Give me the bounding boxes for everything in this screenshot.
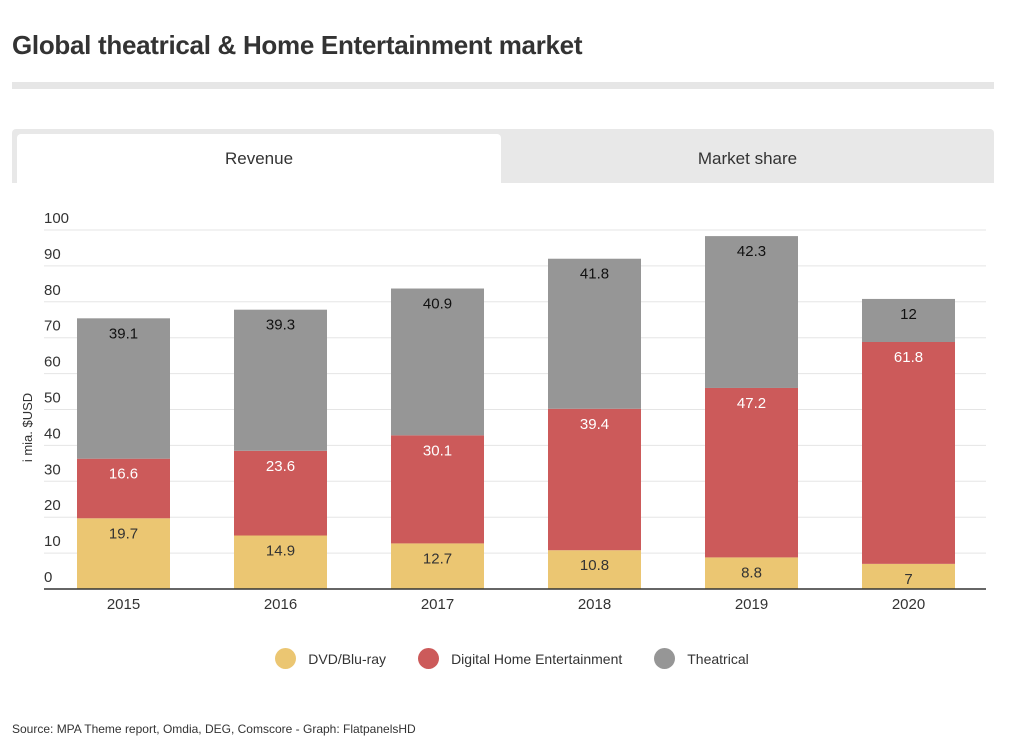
- y-tick-label: 20: [44, 497, 61, 514]
- data-label: 7: [904, 571, 912, 588]
- data-label: 47.2: [737, 395, 766, 412]
- source-note: Source: MPA Theme report, Omdia, DEG, Co…: [12, 722, 416, 736]
- bar-theatrical: [548, 258, 641, 409]
- x-tick-label: 2017: [421, 596, 454, 613]
- bar-digital-home-entertainment: [391, 435, 484, 544]
- data-label: 42.3: [737, 243, 766, 260]
- tab-market-share[interactable]: Market share: [697, 148, 798, 168]
- bar-dvd-blu-ray: [77, 518, 170, 589]
- bar-dvd-blu-ray: [705, 557, 798, 589]
- legend: DVD/Blu-ray Digital Home Entertainment T…: [0, 648, 1024, 669]
- data-label: 12: [900, 306, 917, 323]
- y-tick-label: 50: [44, 390, 61, 407]
- y-tick-label: 100: [44, 210, 69, 227]
- y-tick-label: 40: [44, 425, 61, 442]
- data-label: 39.3: [266, 317, 295, 334]
- bar-digital-home-entertainment: [77, 458, 170, 519]
- data-label: 41.8: [580, 266, 609, 283]
- bar-dvd-blu-ray: [234, 535, 327, 589]
- y-tick-label: 70: [44, 318, 61, 335]
- bar-theatrical: [705, 236, 798, 388]
- legend-swatch-digital: [418, 648, 440, 669]
- bar-theatrical: [391, 288, 484, 436]
- data-label: 10.8: [580, 557, 609, 574]
- data-label: 16.6: [109, 466, 138, 483]
- bar-dvd-blu-ray: [548, 550, 641, 589]
- y-tick-label: 60: [44, 354, 61, 371]
- x-tick-label: 2019: [735, 596, 768, 613]
- bar-digital-home-entertainment: [234, 450, 327, 536]
- x-tick-label: 2020: [892, 596, 925, 613]
- data-label: 19.7: [109, 525, 138, 542]
- data-label: 14.9: [266, 543, 295, 560]
- tab-bar: Revenue Market share: [12, 129, 994, 183]
- y-axis-label: i mia. $USD: [20, 393, 35, 462]
- legend-item-dvd[interactable]: DVD/Blu-ray: [275, 648, 386, 669]
- x-tick-label: 2018: [578, 596, 611, 613]
- bar-digital-home-entertainment: [705, 387, 798, 558]
- bar-digital-home-entertainment: [548, 408, 641, 551]
- bar-dvd-blu-ray: [391, 543, 484, 589]
- legend-swatch-theatrical: [654, 648, 676, 669]
- data-label: 40.9: [423, 296, 452, 313]
- tab-revenue[interactable]: Revenue: [17, 134, 501, 183]
- y-tick-label: 0: [44, 569, 52, 586]
- data-label: 23.6: [266, 458, 295, 475]
- stacked-bar-chart: 0 10 20 30 40 50 60 70 80 90 100 i mia. $USD 19.7 16.…: [20, 210, 986, 613]
- data-label: 30.1: [423, 442, 452, 459]
- legend-label-theatrical: Theatrical: [687, 650, 749, 667]
- y-tick-label: 90: [44, 246, 61, 263]
- legend-swatch-dvd: [275, 648, 297, 669]
- data-label: 39.1: [109, 325, 138, 342]
- x-tick-label: 2015: [107, 596, 140, 613]
- legend-item-theatrical[interactable]: Theatrical: [654, 648, 749, 669]
- chart-title: Global theatrical & Home Entertainment m…: [12, 30, 583, 60]
- y-tick-label: 10: [44, 533, 61, 550]
- legend-item-digital[interactable]: Digital Home Entertainment: [418, 648, 622, 669]
- title-divider: [12, 82, 994, 89]
- bar-theatrical: [234, 309, 327, 451]
- data-label: 39.4: [580, 416, 609, 433]
- y-tick-label: 80: [44, 282, 61, 299]
- legend-label-dvd: DVD/Blu-ray: [308, 650, 387, 667]
- data-label: 12.7: [423, 550, 452, 567]
- legend-label-digital: Digital Home Entertainment: [451, 650, 623, 667]
- bar-theatrical: [77, 318, 170, 459]
- bar-dvd-blu-ray: [862, 563, 955, 589]
- x-tick-label: 2016: [264, 596, 297, 613]
- bar-digital-home-entertainment: [862, 342, 955, 564]
- bar-theatrical: [862, 298, 955, 343]
- y-tick-label: 30: [44, 461, 61, 478]
- data-label: 61.8: [894, 349, 923, 366]
- data-label: 8.8: [741, 564, 762, 581]
